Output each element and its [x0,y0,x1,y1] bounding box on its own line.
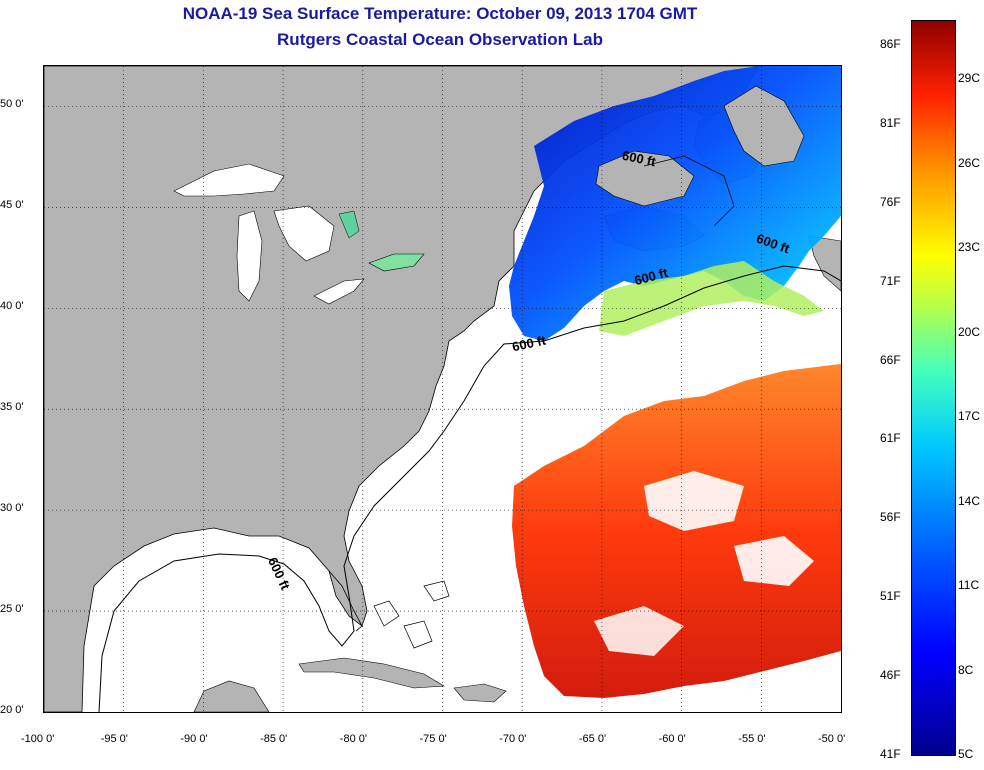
florida-coast [328,570,363,632]
longitude-tick-label: -50 0' [818,733,846,745]
map-subtitle: Rutgers Coastal Ocean Observation Lab [277,30,603,49]
newfoundland-island [723,85,805,167]
latitude-tick-label: 45 0' [0,199,24,212]
colorbar-c-label: 14C [958,493,981,508]
depth-contour-600ft [98,265,841,712]
colorbar-c-label: 17C [958,409,981,423]
colorbar-f-label: 76F [880,194,901,209]
lake-ontario [368,253,425,272]
colorbar-c-label: 11C [958,578,980,592]
latitude-tick-label: 20 0' [0,704,24,716]
lake-superior [173,163,285,197]
maritimes-land [595,150,695,207]
southeast-coast-land [808,235,841,292]
colorbar-c-label: 20C [958,324,981,339]
colorbar-f-label: 51F [880,589,901,604]
cuba-land [298,657,445,689]
colorbar-f-label: 56F [880,510,901,525]
temperature-colorbar [911,20,956,756]
colorbar-f-label: 61F [880,431,901,446]
colorbar-f-label: 71F [880,273,901,288]
longitude-tick-label: -90 0' [180,733,208,745]
colorbar-c-label: 23C [958,240,981,254]
latitude-tick-label: 35 0' [0,401,24,414]
longitude-tick-label: -70 0' [499,733,527,745]
longitude-tick-label: -65 0' [578,733,607,745]
colorbar-f-label: 41F [880,747,901,761]
latitude-tick-label: 40 0' [0,300,24,313]
colorbar-c-label: 5C [958,747,974,761]
lake-michigan [236,210,263,302]
cloud-gap [734,536,814,586]
lake-erie [313,278,365,305]
longitude-tick-label: -55 0' [738,733,766,745]
map-title: NOAA-19 Sea Surface Temperature: October… [182,4,698,23]
cloud-gap [644,471,744,531]
longitude-tick-label: -75 0' [419,733,447,745]
colorbar-c-label: 29C [958,71,981,85]
lake-huron [273,205,335,262]
longitude-tick-label: -95 0' [100,733,128,745]
warm-shelf-water [599,261,824,336]
colorbar-c-label: 8C [958,662,974,677]
colorbar-c-label: 26C [958,155,981,170]
cloud-gap [594,606,684,656]
longitude-tick-label: -85 0' [260,733,288,745]
longitude-tick-label: -80 0' [339,733,367,745]
colorbar-f-label: 81F [880,115,901,130]
colorbar-f-label: 46F [880,668,901,683]
grid-lines [44,66,841,712]
colorbar-f-label: 66F [880,352,901,367]
sst-map: 600 ft 600 ft 600 ft 600 ft 600 ft [43,65,842,713]
bahamas-islands [373,580,450,649]
depth-contour-600ft [643,155,735,227]
map-canvas [44,66,841,712]
georgian-bay [338,210,360,239]
longitude-tick-label: -100 0' [21,733,55,745]
latitude-tick-label: 25 0' [0,603,24,616]
warm-water-region [512,364,841,698]
longitude-tick-label: -60 0' [658,733,686,745]
colorbar-f-label: 86F [880,37,901,51]
latitude-tick-label: 50 0' [0,98,24,111]
latitude-tick-label: 30 0' [0,502,24,515]
hispaniola-land [453,683,507,703]
yucatan-land [193,680,270,712]
